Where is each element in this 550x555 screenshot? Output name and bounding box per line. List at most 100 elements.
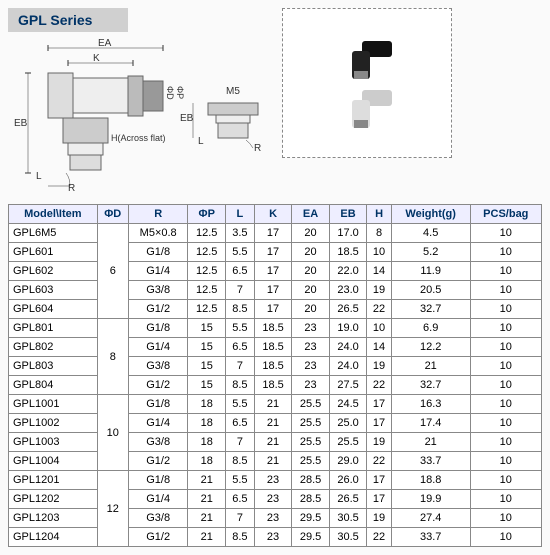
table-header-cell: EB — [329, 205, 367, 224]
cell: 20 — [292, 281, 330, 300]
cell: 10 — [470, 243, 541, 262]
cell: 25.5 — [329, 433, 367, 452]
cell: G1/4 — [128, 414, 188, 433]
cell: 21 — [254, 452, 292, 471]
cell: 14 — [367, 262, 391, 281]
cell: 10 — [470, 395, 541, 414]
table-header-cell: EA — [292, 205, 330, 224]
cell: 10 — [470, 281, 541, 300]
cell: 28.5 — [292, 471, 330, 490]
label-l: L — [36, 171, 42, 182]
cell: 8.5 — [225, 528, 254, 547]
cell: 23 — [254, 490, 292, 509]
cell: 29.0 — [329, 452, 367, 471]
header-row: GPL Series — [8, 8, 542, 198]
cell: 20 — [292, 262, 330, 281]
table-header-cell: R — [128, 205, 188, 224]
cell: 18 — [188, 414, 226, 433]
cell: 10 — [470, 300, 541, 319]
cell: 10 — [470, 376, 541, 395]
table-row: GPL1204G1/2218.52329.530.52233.710 — [9, 528, 542, 547]
cell: 30.5 — [329, 509, 367, 528]
cell: 6.9 — [391, 319, 470, 338]
cell-phid: 10 — [97, 395, 128, 471]
cell: 6.5 — [225, 414, 254, 433]
table-header-cell: H — [367, 205, 391, 224]
cell: 17.0 — [329, 224, 367, 243]
cell-model: GPL1001 — [9, 395, 98, 414]
cell: 6.5 — [225, 490, 254, 509]
cell: 21 — [391, 433, 470, 452]
cell: 10 — [470, 319, 541, 338]
cell: 30.5 — [329, 528, 367, 547]
cell: 27.4 — [391, 509, 470, 528]
tech-diagram: EA K EB L R ΦD ΦP H(Across flat) M5 EB — [8, 38, 278, 198]
cell: 25.5 — [292, 433, 330, 452]
label-r2: R — [254, 143, 261, 154]
table-row: GPL604G1/212.58.5172026.52232.710 — [9, 300, 542, 319]
cell: G1/4 — [128, 338, 188, 357]
cell: G1/8 — [128, 243, 188, 262]
table-row: GPL602G1/412.56.5172022.01411.910 — [9, 262, 542, 281]
cell: 17 — [367, 395, 391, 414]
cell: 20 — [292, 224, 330, 243]
cell-model: GPL1203 — [9, 509, 98, 528]
cell-model: GPL604 — [9, 300, 98, 319]
cell: 18.5 — [329, 243, 367, 262]
cell: 8.5 — [225, 376, 254, 395]
label-r: R — [68, 183, 75, 194]
cell: 7 — [225, 281, 254, 300]
cell: 10 — [470, 338, 541, 357]
product-photo-black — [337, 36, 397, 81]
cell-model: GPL802 — [9, 338, 98, 357]
cell: 19.9 — [391, 490, 470, 509]
cell: 27.5 — [329, 376, 367, 395]
cell-model: GPL801 — [9, 319, 98, 338]
series-title: GPL Series — [8, 8, 128, 32]
cell: 10 — [470, 509, 541, 528]
cell: 10 — [470, 414, 541, 433]
cell: G1/2 — [128, 528, 188, 547]
cell: 23 — [254, 471, 292, 490]
cell: G3/8 — [128, 433, 188, 452]
cell: 7 — [225, 433, 254, 452]
cell: 32.7 — [391, 300, 470, 319]
cell: 21 — [188, 471, 226, 490]
cell: 21 — [188, 528, 226, 547]
cell: 11.9 — [391, 262, 470, 281]
cell: 8.5 — [225, 300, 254, 319]
cell: 17 — [254, 281, 292, 300]
table-header-cell: ΦP — [188, 205, 226, 224]
cell: 17 — [254, 300, 292, 319]
cell: 26.0 — [329, 471, 367, 490]
cell: 10 — [470, 357, 541, 376]
cell-model: GPL602 — [9, 262, 98, 281]
cell: 7 — [225, 509, 254, 528]
table-row: GPL120112G1/8215.52328.526.01718.810 — [9, 471, 542, 490]
cell: 23 — [254, 509, 292, 528]
cell: 16.3 — [391, 395, 470, 414]
cell: 8.5 — [225, 452, 254, 471]
cell: G1/4 — [128, 262, 188, 281]
cell: G1/2 — [128, 452, 188, 471]
cell: 18.5 — [254, 376, 292, 395]
cell-model: GPL603 — [9, 281, 98, 300]
cell: 10 — [470, 528, 541, 547]
cell: 17 — [254, 262, 292, 281]
label-phip: ΦP — [175, 86, 185, 99]
cell: 25.0 — [329, 414, 367, 433]
cell-model: GPL1204 — [9, 528, 98, 547]
table-header-row: Model\ItemΦDRΦPLKEAEBHWeight(g)PCS/bag — [9, 205, 542, 224]
cell: 23 — [254, 528, 292, 547]
table-row: GPL802G1/4156.518.52324.01412.210 — [9, 338, 542, 357]
cell: 17.4 — [391, 414, 470, 433]
cell: 15 — [188, 338, 226, 357]
cell: 10 — [470, 224, 541, 243]
cell: 21 — [188, 490, 226, 509]
cell: 18.5 — [254, 357, 292, 376]
table-header-cell: K — [254, 205, 292, 224]
cell: G1/2 — [128, 376, 188, 395]
cell: 23 — [292, 357, 330, 376]
cell: 22 — [367, 300, 391, 319]
cell: 10 — [367, 243, 391, 262]
